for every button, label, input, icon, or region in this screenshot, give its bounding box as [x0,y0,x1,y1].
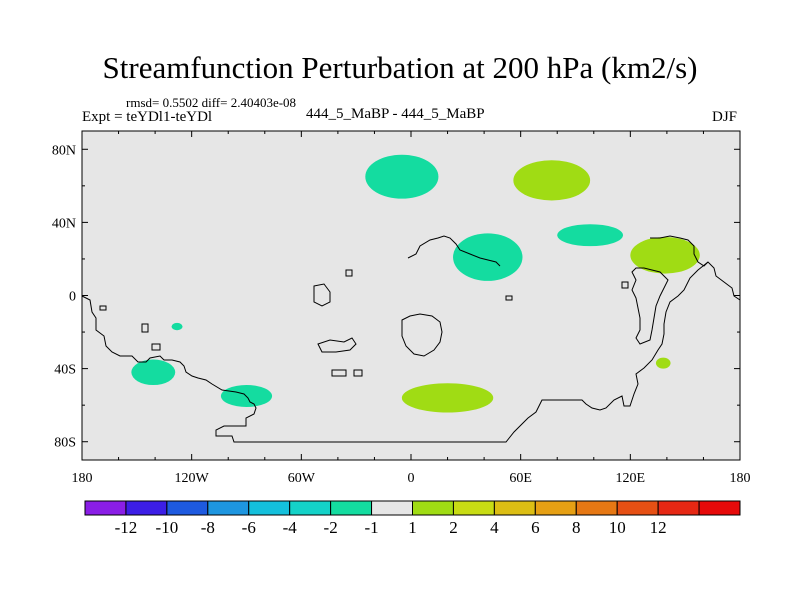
coastline-americas [81,261,741,443]
x-tick-label: 120W [175,471,210,486]
y-tick-label: 80S [54,436,76,451]
colorbar-label: -6 [242,518,256,537]
colorbar-box [698,500,741,516]
coastline-island-8 [141,323,149,333]
x-tick-label: 60E [509,471,532,486]
colorbar-box [207,500,250,516]
colorbar-box [125,500,168,516]
coastline-island-11 [621,281,629,289]
colorbar-box [248,500,291,516]
axis-ticks [81,131,741,460]
anomaly-region-3 [557,224,624,247]
colorbar-label: 10 [609,518,626,537]
colorbar-label: 8 [572,518,581,537]
experiment-label: Expt = teYDl1-teYDl [82,109,213,125]
anomaly-region-9 [655,357,671,369]
colorbar-box [166,500,209,516]
colorbar-box [412,500,454,516]
x-tick-label: 180 [72,471,93,486]
coastline-island-1 [401,313,443,357]
colorbar-label: -10 [156,518,179,537]
coastline-asia [650,235,709,267]
chart-title: Streamfunction Perturbation at 200 hPa (… [102,50,698,85]
colorbar-box [534,500,577,516]
y-tick-label: 0 [69,290,76,305]
x-tick-label: 60W [288,471,316,486]
colorbar-box [493,500,536,516]
colorbar-box [616,500,659,516]
coastline-indochina [631,267,669,345]
colorbar-label: -12 [115,518,138,537]
anomaly-region-10 [171,322,183,331]
stats-label: rmsd= 0.5502 diff= 2.40403e-08 [126,95,297,110]
colorbar-box [657,500,700,516]
colorbar-label: 12 [650,518,667,537]
colorbar-box [575,500,618,516]
colorbar-box [452,500,495,516]
coastlines [81,235,741,443]
x-tick-label: 0 [408,471,415,486]
colorbar-label: 1 [408,518,417,537]
colorbar-label: -4 [283,518,298,537]
anomaly-region-1 [365,154,439,199]
colorbar-label: -8 [201,518,215,537]
axis-tick-labels: 180 120W 60W 0 60E 120E 180 80N 40N 0 40S 80S [52,143,751,486]
season-label: DJF [712,109,738,125]
y-tick-label: 80N [52,143,76,158]
case-label: 444_5_MaBP - 444_5_MaBP [306,106,485,122]
colorbar-box [330,500,373,516]
anomaly-region-6 [131,359,176,386]
colorbar-box [84,500,127,516]
coastline-island-2 [313,283,331,307]
coastline-island-6 [345,269,353,277]
coastline-island-9 [99,305,107,311]
coastline-island-3 [317,337,357,353]
colorbar: -12 -10 -8 -6 -4 -2 -1 1 2 4 6 8 10 12 [84,500,741,537]
colorbar-label: 2 [449,518,458,537]
colorbar-label: 6 [531,518,540,537]
colorbar-box [371,500,413,516]
x-tick-label: 180 [730,471,751,486]
x-tick-label: 120E [616,471,646,486]
coastline-island-10 [151,343,161,351]
anomaly-region-8 [401,383,494,413]
anomaly-region-2 [513,160,591,201]
colorbar-label: 4 [490,518,499,537]
colorbar-label: -1 [364,518,378,537]
coastline-island-7 [505,295,513,301]
anomaly-region-4 [453,233,523,281]
coastline-africa [407,235,501,267]
anomaly-region-5 [630,237,700,274]
y-tick-label: 40N [52,216,76,231]
y-tick-label: 40S [54,363,76,378]
coastline-island-4 [331,369,347,377]
coastline-island-5 [353,369,363,377]
colorbar-box [289,500,332,516]
colorbar-label: -2 [324,518,338,537]
